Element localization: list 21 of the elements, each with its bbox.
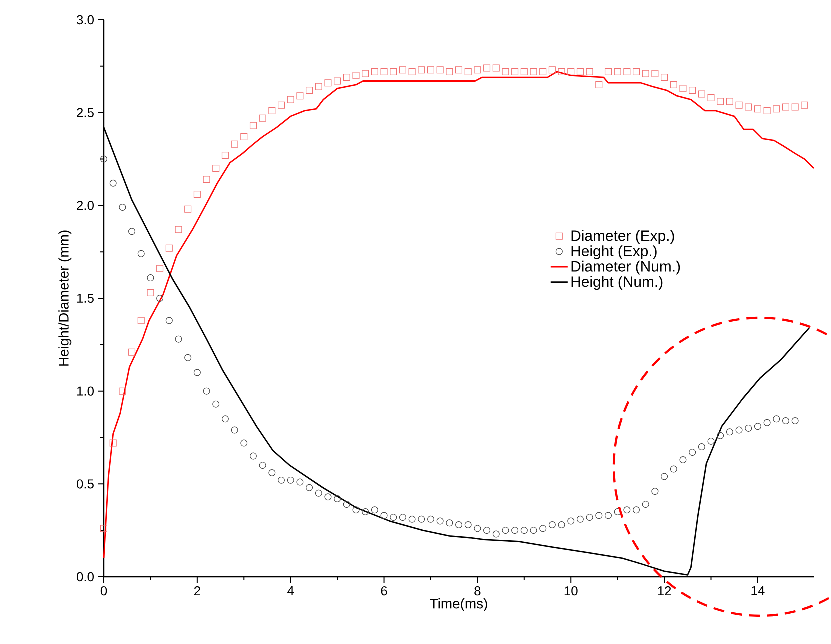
y-tick-label: 3.0 xyxy=(76,15,94,25)
x-tick-label: 8 xyxy=(474,586,481,596)
x-tick-label: 6 xyxy=(381,586,388,596)
x-tick-label: 4 xyxy=(288,586,294,596)
legend-label: Height (Exp.) xyxy=(572,246,657,260)
y-tick-label: 2.5 xyxy=(77,108,94,118)
y-tick-label: 2.0 xyxy=(77,201,94,210)
legend-label: Diameter (Exp.) xyxy=(572,230,674,244)
y-axis-title: Height/Diameter (mm) xyxy=(58,230,72,366)
y-tick-label: 1.5 xyxy=(77,294,94,303)
x-tick-label: 12 xyxy=(658,586,672,596)
x-tick-label: 14 xyxy=(752,586,765,596)
x-tick-label: 0 xyxy=(100,586,108,596)
x-tick-label: 2 xyxy=(194,586,200,596)
y-tick-label: 0.5 xyxy=(76,480,94,489)
y-tick-label: 1.0 xyxy=(77,386,94,396)
x-tick-label: 10 xyxy=(564,586,578,596)
legend-label: Height (Num.) xyxy=(572,276,663,290)
legend-label: Diameter (Num.) xyxy=(572,260,680,275)
x-axis-title: Time(ms) xyxy=(430,598,488,612)
y-tick-label: 0.0 xyxy=(76,572,94,582)
